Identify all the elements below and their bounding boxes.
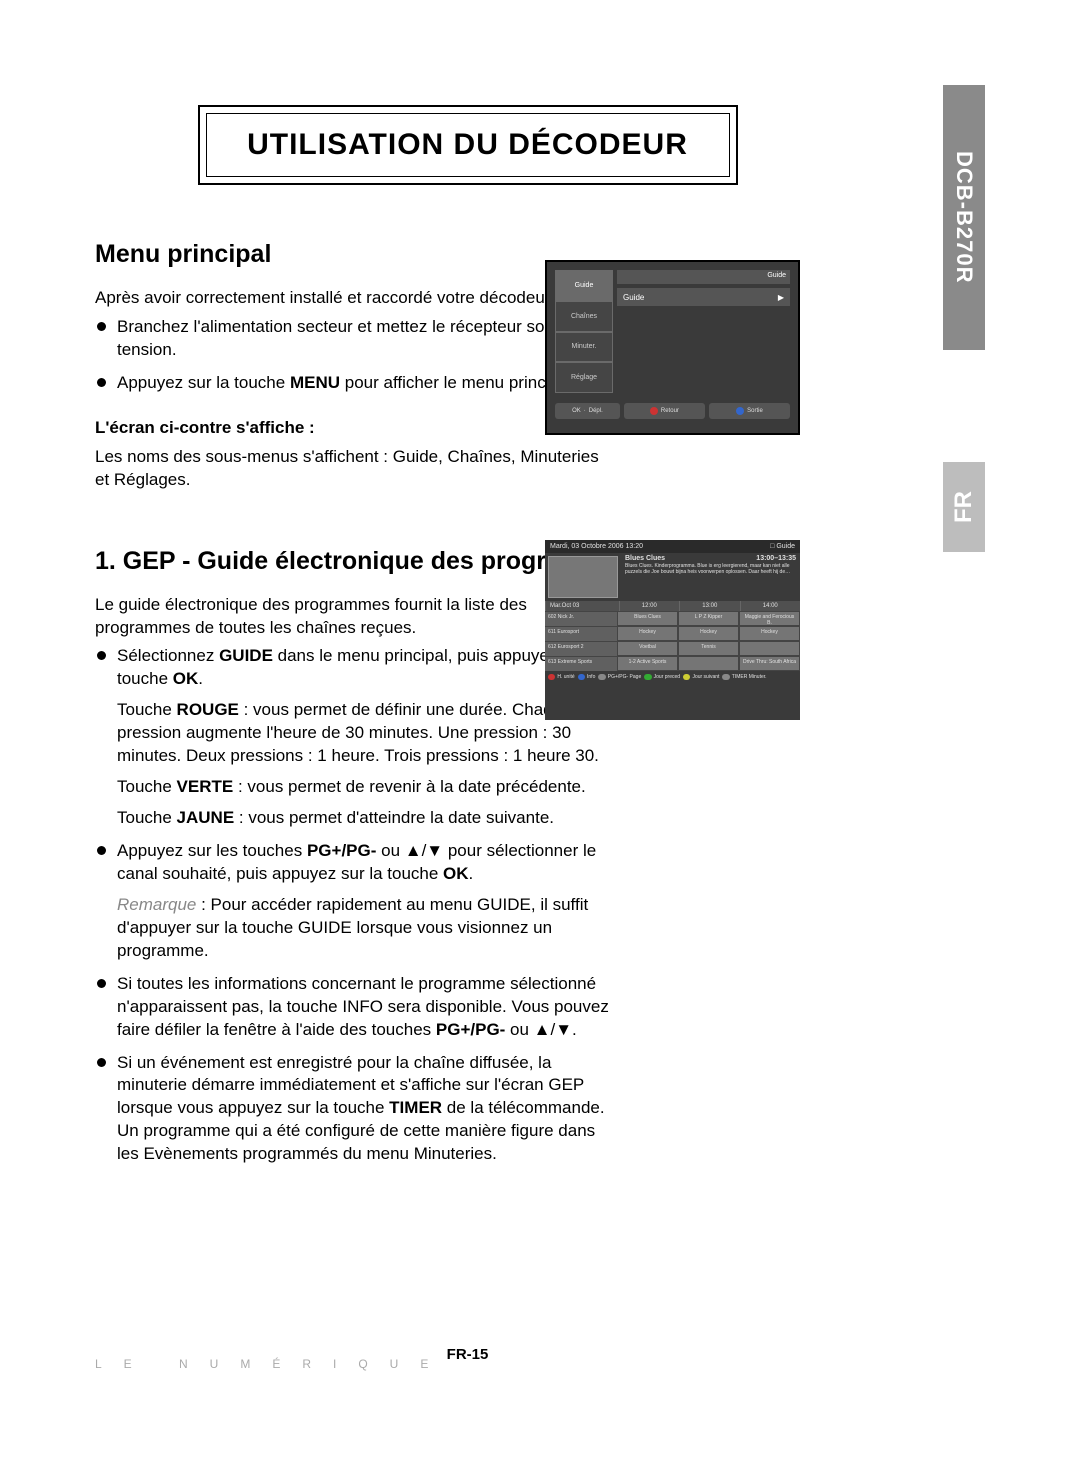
ss1-btn-retour: Retour bbox=[624, 403, 705, 419]
section-2-body: Le guide électronique des programmes fou… bbox=[95, 594, 615, 1167]
epg-row: 612 Eurosport 2VoetbalTennis bbox=[545, 641, 800, 656]
s2-bullet-1: Sélectionnez GUIDE dans le menu principa… bbox=[117, 645, 615, 830]
epg-row: 613 Extreme Sports1-2 Active SportsDrive… bbox=[545, 656, 800, 671]
ss1-topbar: Guide bbox=[617, 270, 790, 284]
s2-note: Remarque : Pour accéder rapidement au me… bbox=[117, 894, 615, 963]
s1-subheading: L'écran ci-contre s'affiche : bbox=[95, 417, 615, 440]
ss1-sidebar: Guide Chaînes Minuter. Réglage bbox=[555, 270, 613, 393]
blue-dot-icon bbox=[736, 407, 744, 415]
s1-subtext: Les noms des sous-menus s'affichent : Gu… bbox=[95, 446, 615, 492]
ss1-legend: OK · Dépl. Retour Sortie bbox=[555, 397, 790, 425]
green-pill-icon bbox=[644, 674, 651, 680]
epg-thumbnail bbox=[548, 556, 618, 598]
blue-pill-icon bbox=[578, 674, 585, 680]
s1-intro: Après avoir correctement installé et rac… bbox=[95, 287, 615, 310]
epg-description: Blues Clues13:00–13:35 Blues Clues. Kind… bbox=[621, 553, 800, 601]
page-footer: LE NUMÉRIQUE FR-15 bbox=[95, 1347, 840, 1361]
screenshot-epg: Mardi, 03 Octobre 2006 13:20 □ Guide Blu… bbox=[545, 540, 800, 720]
timer-pill-icon bbox=[722, 674, 729, 680]
grey-pill-icon bbox=[598, 674, 605, 680]
epg-footer: H. unité Info PG+/PG- Page Jour preced J… bbox=[545, 671, 800, 683]
s2-bullet-4: Si un événement est enregistré pour la c… bbox=[117, 1052, 615, 1167]
s1-bullet-1: Branchez l'alimentation secteur et mette… bbox=[117, 316, 615, 362]
s1-bullet-2: Appuyez sur la touche MENU pour afficher… bbox=[117, 372, 615, 395]
yellow-pill-icon bbox=[683, 674, 690, 680]
screenshot-main-menu: Guide Guide Chaînes Minuter. Réglage Gui… bbox=[545, 260, 800, 435]
epg-row: 611 EurosportHockeyHockeyHockey bbox=[545, 626, 800, 641]
ss1-btn-sortie: Sortie bbox=[709, 403, 790, 419]
epg-grid: 602 Nick Jr.Blues CluesL P Z KipperMaggi… bbox=[545, 611, 800, 671]
epg-info: Blues Clues13:00–13:35 Blues Clues. Kind… bbox=[545, 553, 800, 601]
footer-page-number: FR-15 bbox=[447, 1346, 489, 1363]
epg-topbar: Mardi, 03 Octobre 2006 13:20 □ Guide bbox=[545, 540, 800, 553]
s2-b1-indent2: Touche VERTE : vous permet de revenir à … bbox=[117, 776, 615, 799]
s2-b1-indent1: Touche ROUGE : vous permet de définir un… bbox=[117, 699, 615, 768]
side-tab-model: DCB-B270R bbox=[943, 85, 985, 350]
ss1-menu-chaines: Chaînes bbox=[555, 301, 613, 332]
page-title: UTILISATION DU DÉCODEUR bbox=[206, 113, 730, 177]
footer-brand: LE NUMÉRIQUE bbox=[95, 1357, 450, 1371]
ss1-main-row: Guide▶ bbox=[617, 288, 790, 306]
epg-header: Mar.Oct 03 12:00 13:00 14:00 bbox=[545, 601, 800, 611]
s2-b1-indent3: Touche JAUNE : vous permet d'atteindre l… bbox=[117, 807, 615, 830]
title-frame: UTILISATION DU DÉCODEUR bbox=[198, 105, 738, 185]
epg-row: 602 Nick Jr.Blues CluesL P Z KipperMaggi… bbox=[545, 611, 800, 626]
ss1-menu-guide: Guide bbox=[555, 270, 613, 301]
ss1-menu-reglage: Réglage bbox=[555, 362, 613, 393]
side-tab-lang: FR bbox=[943, 462, 985, 552]
ss1-btn-ok: OK · Dépl. bbox=[555, 403, 620, 419]
s2-bullet-3: Si toutes les informations concernant le… bbox=[117, 973, 615, 1042]
s2-intro: Le guide électronique des programmes fou… bbox=[95, 594, 615, 640]
section-1-body: Après avoir correctement installé et rac… bbox=[95, 287, 615, 492]
ss1-menu-minuter: Minuter. bbox=[555, 332, 613, 363]
s2-bullet-2: Appuyez sur les touches PG+/PG- ou ▲/▼ p… bbox=[117, 840, 615, 963]
red-dot-icon bbox=[650, 407, 658, 415]
red-pill-icon bbox=[548, 674, 555, 680]
